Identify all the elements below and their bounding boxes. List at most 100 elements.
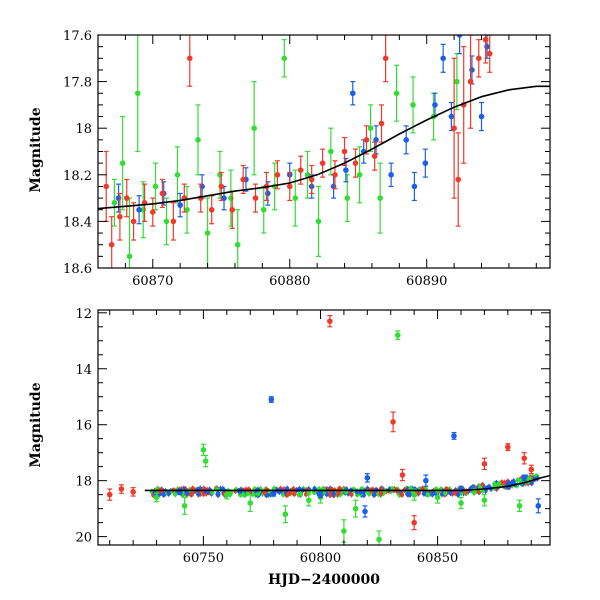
bottom-data-point [153, 494, 160, 501]
bottom-data-point [528, 466, 535, 473]
bottom-data-point [268, 396, 275, 403]
bottom-data-point [200, 447, 207, 453]
top-data-point [108, 241, 115, 248]
top-data-point [393, 90, 400, 97]
top-data-point [304, 172, 311, 178]
top-data-point [356, 172, 363, 178]
bottom-data-point [327, 318, 333, 324]
top-data-point [274, 172, 281, 178]
bottom-band-point [241, 492, 246, 497]
bottom-data-point [270, 490, 277, 497]
bottom-data-point [423, 477, 429, 484]
bottom-data-point [521, 475, 528, 481]
bottom-band-point [292, 491, 297, 497]
bottom-data-point [481, 497, 488, 504]
bottom-data-point [106, 491, 113, 498]
top-data-point [467, 78, 474, 85]
bottom-x-tick-label: 60800 [300, 551, 341, 566]
bottom-band-point [285, 492, 291, 497]
top-data-point [454, 78, 460, 85]
top-data-point [341, 148, 348, 155]
top-data-point [482, 36, 489, 43]
top-x-tick-label: 60890 [406, 274, 447, 289]
bottom-plot-frame [97, 309, 551, 546]
top-data-point [123, 195, 130, 201]
top-data-point [163, 218, 170, 225]
top-data-point [159, 190, 166, 197]
top-x-tick-label: 60870 [132, 274, 173, 289]
top-data-point [204, 230, 211, 236]
top-data-point [328, 148, 334, 155]
top-data-point [382, 55, 389, 62]
top-data-point [111, 199, 118, 206]
top-data-point [126, 253, 133, 260]
top-y-tick-label: 17.8 [63, 76, 92, 91]
bottom-band-point [443, 490, 448, 496]
bottom-band-point [492, 481, 497, 486]
bottom-data-point [390, 419, 396, 425]
bottom-x-axis-title: HJD−2400000 [268, 572, 380, 588]
bottom-band-point [189, 492, 194, 497]
bottom-data-point [247, 500, 254, 506]
bottom-data-point [411, 519, 417, 526]
top-data-point [260, 206, 267, 213]
bottom-data-point [130, 489, 136, 495]
top-data-point [136, 206, 142, 213]
bottom-data-point [394, 332, 401, 338]
bottom-band-point [349, 492, 354, 497]
bottom-data-point [118, 486, 125, 492]
top-data-point [388, 172, 394, 178]
top-data-point [218, 183, 225, 190]
bottom-band-point [196, 491, 201, 497]
top-data-point [319, 160, 326, 166]
bottom-band-point [185, 491, 190, 496]
top-data-point [440, 55, 446, 62]
bottom-data-point [481, 461, 488, 467]
top-y-tick-label: 17.6 [63, 29, 92, 44]
top-data-point [252, 195, 259, 201]
top-data-point [286, 183, 293, 190]
bottom-band-point [298, 491, 303, 496]
bottom-y-tick-label: 20 [75, 531, 92, 546]
bottom-x-tick-label: 60850 [417, 551, 458, 566]
bottom-data-point [434, 494, 441, 501]
bottom-data-point [364, 475, 371, 481]
bottom-band-point [405, 492, 410, 497]
bottom-data-point [535, 503, 542, 509]
bottom-band-point [456, 492, 461, 497]
top-data-point [410, 102, 416, 108]
top-data-point [119, 160, 126, 166]
top-data-point [363, 137, 370, 143]
bottom-data-point [317, 491, 324, 498]
top-plot-frame [97, 34, 551, 269]
bottom-model-curve [144, 474, 550, 492]
top-data-point [315, 218, 322, 225]
bottom-data-point [411, 491, 417, 498]
top-data-point [343, 167, 349, 173]
top-data-point [130, 218, 137, 225]
top-x-tick-label: 60880 [269, 274, 310, 289]
top-data-point [103, 183, 110, 190]
top-data-point [149, 209, 156, 215]
bottom-band-point [166, 491, 171, 496]
bottom-band-point [215, 491, 220, 497]
top-data-point [152, 183, 159, 190]
top-y-tick-label: 18.4 [63, 215, 92, 230]
top-y-axis-title: Magnitude [28, 107, 44, 192]
top-plot-area [98, 35, 550, 268]
top-data-point [367, 125, 374, 131]
top-data-point [332, 172, 338, 178]
top-data-point [344, 195, 351, 201]
top-data-point [455, 176, 462, 183]
bottom-data-point [451, 433, 457, 439]
top-data-point [411, 183, 418, 190]
bottom-band-point [421, 491, 427, 496]
top-data-point [281, 55, 288, 62]
bottom-y-tick-label: 16 [75, 419, 92, 434]
top-data-point [486, 50, 493, 57]
bottom-data-point [376, 536, 382, 543]
bottom-data-point [224, 491, 230, 498]
bottom-data-point [399, 472, 406, 478]
top-data-point [422, 160, 429, 166]
